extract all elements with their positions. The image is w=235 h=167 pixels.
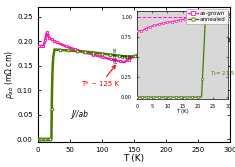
Y-axis label: $\rho_{ab}$ (m$\Omega$ cm): $\rho_{ab}$ (m$\Omega$ cm): [3, 50, 16, 99]
Legend: as-grown, annealed: as-grown, annealed: [186, 10, 227, 24]
X-axis label: T (K): T (K): [123, 154, 145, 163]
Text: T* ~ 125 K: T* ~ 125 K: [81, 65, 119, 87]
Text: J//ab: J//ab: [71, 110, 88, 119]
